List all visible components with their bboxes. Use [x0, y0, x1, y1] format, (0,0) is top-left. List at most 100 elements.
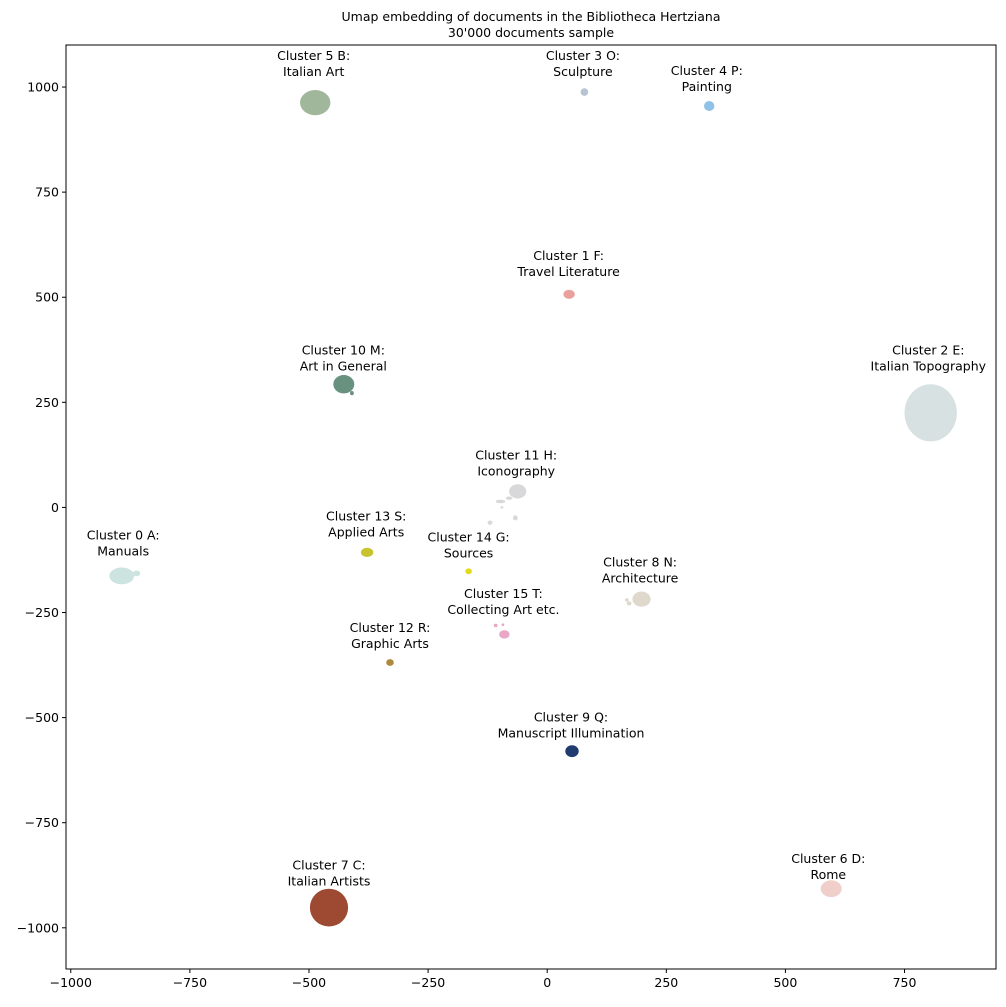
y-tick-label: 0: [51, 500, 59, 515]
cluster-14-label-line2: Sources: [444, 546, 493, 561]
cluster-11-blob-2: [505, 496, 513, 500]
cluster-15-blob-1: [493, 623, 498, 628]
cluster-9-label-line1: Cluster 9 Q:: [534, 709, 608, 724]
cluster-5-points: [300, 90, 331, 116]
y-tick-label: −500: [25, 710, 59, 725]
cluster-2-label-line1: Cluster 2 E:: [892, 342, 964, 357]
cluster-2-points: [904, 384, 957, 442]
cluster-15-label-line1: Cluster 15 T:: [464, 586, 543, 601]
cluster-15-label-line2: Collecting Art etc.: [447, 602, 559, 617]
cluster-0-blob-0: [109, 567, 135, 585]
cluster-1-label-line1: Cluster 1 F:: [533, 248, 604, 263]
cluster-8-points: [624, 591, 651, 607]
points-layer: [109, 88, 957, 927]
x-tick-label: 500: [773, 975, 797, 990]
cluster-11-label-line2: Iconography: [477, 464, 555, 479]
cluster-4-points: [704, 101, 715, 111]
cluster-1-blob-0: [563, 289, 575, 299]
cluster-0-label-line1: Cluster 0 A:: [87, 527, 160, 542]
cluster-4-blob-0: [704, 101, 715, 111]
cluster-3-blob-0: [580, 88, 589, 96]
cluster-3-label-line2: Sculpture: [553, 64, 613, 79]
cluster-10-blob-0: [333, 375, 355, 394]
cluster-6-label-line1: Cluster 6 D:: [791, 851, 865, 866]
y-tick-label: −1000: [17, 920, 59, 935]
y-tick-label: −250: [25, 605, 59, 620]
cluster-2-blob-2: [933, 412, 953, 431]
cluster-4-label-line2: Painting: [682, 79, 732, 94]
cluster-1-points: [563, 289, 575, 299]
cluster-labels-layer: Cluster 0 A:Manuals Cluster 1 F:Travel Li…: [87, 48, 987, 888]
cluster-14-label-line1: Cluster 14 G:: [428, 530, 510, 545]
cluster-7-blob-1: [331, 894, 344, 907]
cluster-15-points: [493, 623, 510, 639]
cluster-4-label-line1: Cluster 4 P:: [671, 63, 743, 78]
cluster-0-blob-1: [132, 570, 141, 577]
cluster-5-label-line2: Italian Art: [283, 64, 344, 79]
y-tick-label: 500: [35, 290, 59, 305]
cluster-6-label-line2: Rome: [810, 867, 846, 882]
cluster-11-blob-3: [487, 520, 493, 525]
cluster-12-points: [386, 659, 394, 666]
cluster-3-points: [580, 88, 589, 96]
y-tick-label: 250: [35, 395, 59, 410]
x-axis: −1000 −750 −500 −250 0 250 500 750: [50, 969, 917, 990]
cluster-2-blob-1: [908, 397, 930, 416]
cluster-11-blob-1: [495, 499, 506, 504]
cluster-12-label-line1: Cluster 12 R:: [350, 620, 431, 635]
cluster-8-label-line1: Cluster 8 N:: [603, 555, 677, 570]
cluster-11-label-line1: Cluster 11 H:: [475, 448, 557, 463]
cluster-10-points: [333, 375, 355, 396]
chart-title: Umap embedding of documents in the Bibli…: [342, 9, 721, 24]
cluster-11-blob-4: [512, 515, 518, 521]
cluster-13-label-line1: Cluster 13 S:: [326, 508, 406, 523]
chart-subtitle: 30'000 documents sample: [448, 25, 614, 40]
cluster-8-blob-0: [632, 591, 651, 607]
cluster-8-blob-2: [624, 598, 629, 602]
x-tick-label: 750: [893, 975, 917, 990]
cluster-13-blob-0: [360, 547, 374, 558]
cluster-5-blob-0: [300, 90, 331, 116]
x-tick-label: −750: [173, 975, 207, 990]
cluster-12-label-line2: Graphic Arts: [351, 636, 429, 651]
cluster-10-blob-1: [350, 391, 354, 396]
x-tick-label: −500: [292, 975, 326, 990]
cluster-6-points: [820, 880, 842, 898]
cluster-8-blob-1: [626, 601, 632, 606]
cluster-9-blob-0: [565, 745, 579, 758]
cluster-9-label-line2: Manuscript Illumination: [498, 725, 645, 740]
cluster-13-points: [360, 547, 374, 558]
cluster-5-label-line1: Cluster 5 B:: [277, 48, 350, 63]
cluster-11-points: [487, 484, 527, 525]
cluster-12-blob-0: [386, 659, 394, 666]
x-tick-label: 250: [654, 975, 678, 990]
cluster-13-label-line2: Applied Arts: [328, 524, 404, 539]
cluster-7-blob-0: [309, 888, 349, 927]
x-tick-label: −250: [411, 975, 445, 990]
y-tick-label: 750: [35, 185, 59, 200]
cluster-7-label-line1: Cluster 7 C:: [292, 857, 365, 872]
cluster-10-label-line2: Art in General: [300, 358, 387, 373]
x-tick-label: −1000: [50, 975, 92, 990]
cluster-15-blob-2: [501, 623, 505, 626]
cluster-14-points: [465, 568, 472, 575]
cluster-15-blob-0: [499, 630, 510, 639]
cluster-11-blob-5: [500, 506, 504, 509]
cluster-14-blob-0: [465, 568, 472, 575]
cluster-11-blob-0: [509, 484, 527, 499]
cluster-3-label-line1: Cluster 3 O:: [546, 48, 620, 63]
y-tick-label: −750: [25, 815, 59, 830]
cluster-0-points: [109, 567, 141, 585]
cluster-7-label-line2: Italian Artists: [288, 873, 371, 888]
x-tick-label: 0: [543, 975, 551, 990]
cluster-1-label-line2: Travel Literature: [516, 264, 620, 279]
cluster-6-blob-0: [820, 880, 842, 898]
cluster-7-points: [309, 888, 349, 927]
cluster-10-label-line1: Cluster 10 M:: [302, 342, 385, 357]
y-tick-label: 1000: [27, 80, 59, 95]
cluster-8-label-line2: Architecture: [602, 571, 679, 586]
y-axis: −1000 −750 −500 −250 0 250 500 750 1000: [17, 80, 66, 935]
cluster-9-points: [565, 745, 579, 758]
